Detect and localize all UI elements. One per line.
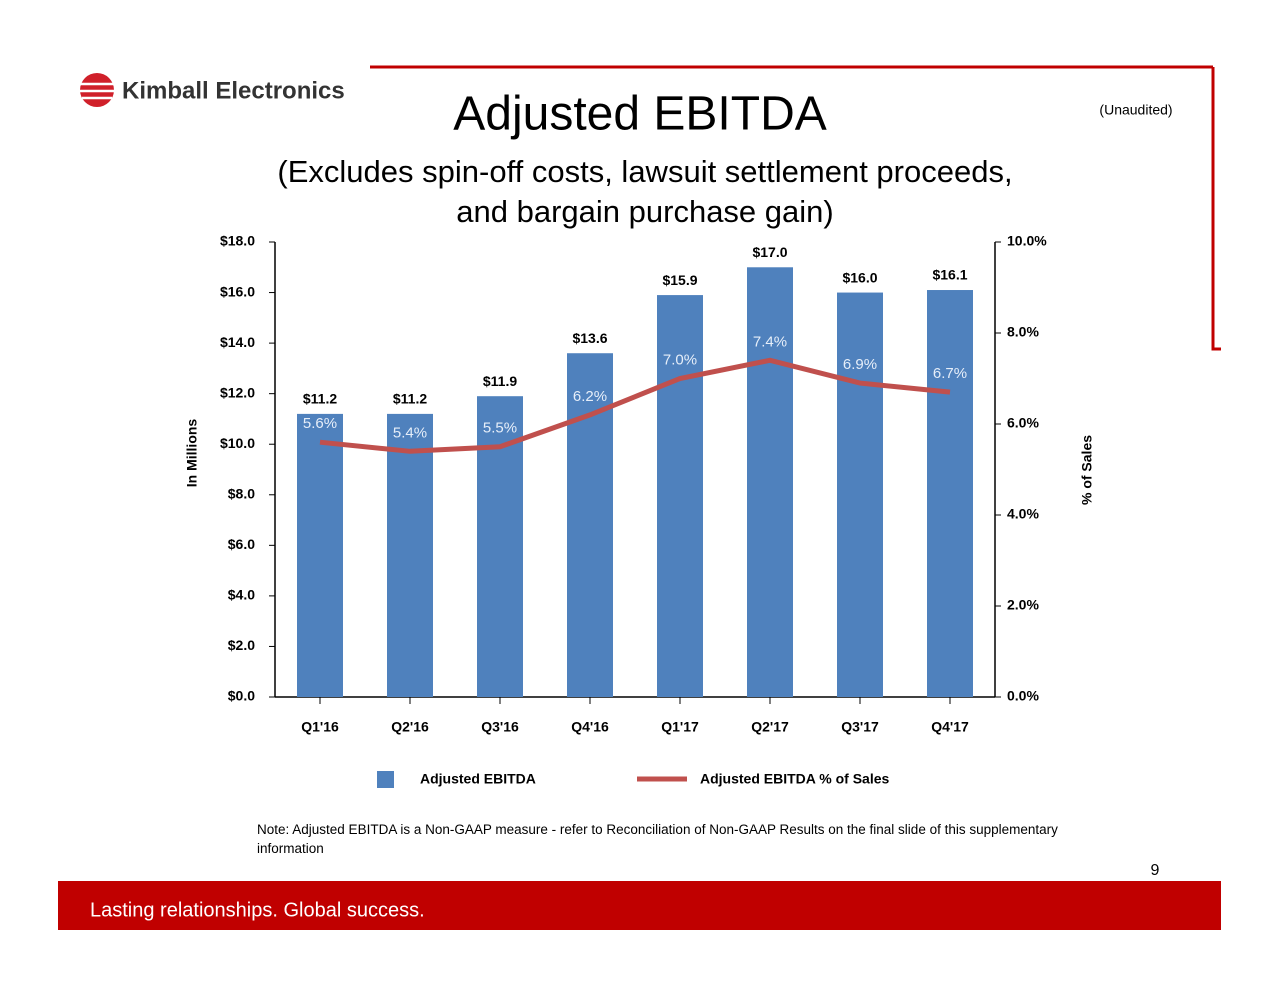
status-label: (Unaudited) xyxy=(1099,102,1172,118)
chart-title: Adjusted EBITDA xyxy=(453,88,827,141)
line-value-label: 6.2% xyxy=(573,388,607,405)
y-tick-label: $0.0 xyxy=(228,688,255,704)
y-axis-label: In Millions xyxy=(184,419,200,488)
line-value-label: 7.0% xyxy=(663,351,697,368)
y2-tick-label: 4.0% xyxy=(1007,506,1039,522)
bar-value-label: $13.6 xyxy=(572,330,607,346)
footnote: Note: Adjusted EBITDA is a Non-GAAP meas… xyxy=(257,822,1058,856)
bar xyxy=(387,413,433,697)
line-value-label: 6.7% xyxy=(933,365,967,382)
legend-swatch xyxy=(377,771,394,788)
line-value-label: 5.4% xyxy=(393,424,427,441)
bar-value-label: $17.0 xyxy=(752,244,787,260)
y-tick-label: $6.0 xyxy=(228,536,255,552)
y-tick-label: $2.0 xyxy=(228,637,255,653)
y-tick-label: $14.0 xyxy=(220,334,255,350)
y-tick-label: $4.0 xyxy=(228,587,255,603)
x-tick-label: Q3'16 xyxy=(481,719,519,735)
y2-axis-label: % of Sales xyxy=(1079,435,1095,505)
y-tick-label: $12.0 xyxy=(220,384,255,400)
y-tick-label: $10.0 xyxy=(220,435,255,451)
bar-value-label: $16.0 xyxy=(842,269,877,285)
bar xyxy=(837,292,883,697)
x-tick-label: Q1'16 xyxy=(301,719,339,735)
legend-label: Adjusted EBITDA % of Sales xyxy=(700,771,890,787)
y2-tick-label: 8.0% xyxy=(1007,324,1039,340)
chart-subtitle: (Excludes spin-off costs, lawsuit settle… xyxy=(277,154,1013,229)
bar xyxy=(297,413,343,697)
x-tick-label: Q1'17 xyxy=(661,719,699,735)
y-tick-label: $16.0 xyxy=(220,283,255,299)
bar-value-label: $15.9 xyxy=(662,272,697,288)
x-tick-label: Q2'17 xyxy=(751,719,789,735)
y2-tick-label: 2.0% xyxy=(1007,597,1039,613)
bar xyxy=(747,267,793,697)
bar xyxy=(927,290,973,697)
x-tick-label: Q2'16 xyxy=(391,719,429,735)
y2-tick-label: 10.0% xyxy=(1007,233,1047,249)
x-tick-label: Q4'16 xyxy=(571,719,609,735)
line-value-label: 7.4% xyxy=(753,333,787,350)
footer-tagline: Lasting relationships. Global success. xyxy=(90,899,425,921)
legend-label: Adjusted EBITDA xyxy=(420,771,536,787)
y-tick-label: $18.0 xyxy=(220,233,255,249)
line xyxy=(319,357,951,454)
bar-value-label: $11.9 xyxy=(483,373,517,389)
page-number: 9 xyxy=(1151,862,1160,879)
logo-text: Kimball Electronics xyxy=(122,77,345,104)
bar-value-label: $11.2 xyxy=(393,391,427,407)
bar-value-label: $11.2 xyxy=(303,391,337,407)
line-value-label: 6.9% xyxy=(843,356,877,373)
y2-tick-label: 0.0% xyxy=(1007,688,1039,704)
logo-icon xyxy=(80,73,114,107)
x-tick-label: Q4'17 xyxy=(931,719,969,735)
frame-line xyxy=(1211,67,1221,351)
bar-value-label: $16.1 xyxy=(932,267,967,283)
bar xyxy=(657,295,703,697)
footer-bar xyxy=(58,881,1221,930)
y-tick-label: $8.0 xyxy=(228,485,255,501)
y2-tick-label: 6.0% xyxy=(1007,415,1039,431)
line-value-label: 5.6% xyxy=(303,415,337,432)
x-tick-label: Q3'17 xyxy=(841,719,879,735)
line-value-label: 5.5% xyxy=(483,420,517,437)
